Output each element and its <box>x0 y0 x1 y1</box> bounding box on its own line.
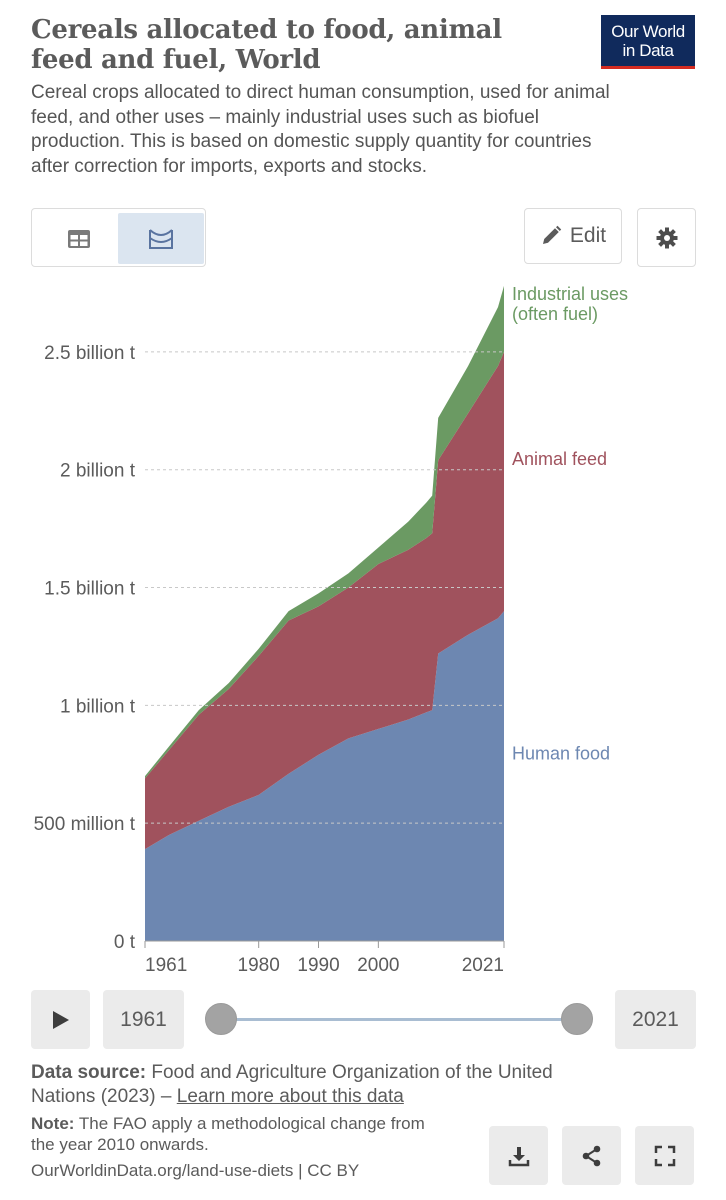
series-label-1: Animal feed <box>512 449 607 469</box>
series-label-0: Human food <box>512 744 610 764</box>
gear-icon <box>656 227 677 248</box>
logo-line-2: in Data <box>622 41 674 60</box>
play-icon <box>52 1010 69 1029</box>
y-tick-label-0: 0 t <box>114 932 136 953</box>
timeline-start-handle[interactable] <box>205 1003 237 1035</box>
tab-chart[interactable] <box>118 213 204 264</box>
pencil-icon <box>542 225 562 244</box>
source-text: Food and Agriculture Organization of the… <box>31 1062 553 1107</box>
view-tabs <box>31 208 206 267</box>
data-source: Data source: Food and Agriculture Organi… <box>31 1061 611 1108</box>
area-series-1 <box>145 351 504 850</box>
area-series-2 <box>145 285 504 779</box>
chart-title: Cereals allocated to food, animal feed a… <box>31 15 502 75</box>
note-text: The FAO apply a methodological change fr… <box>31 1114 425 1154</box>
y-tick-label-3: 1.5 billion t <box>44 579 136 600</box>
x-tick-label-2: 1990 <box>297 955 339 976</box>
owid-logo[interactable]: Our World in Data <box>601 15 695 69</box>
tab-table[interactable] <box>36 213 122 264</box>
edit-button[interactable]: Edit <box>524 208 622 264</box>
chart-subtitle: Cereal crops allocated to direct human c… <box>31 82 610 177</box>
source-label: Data source: <box>31 1062 147 1083</box>
y-tick-label-2: 1 billion t <box>60 696 136 717</box>
area-chart-icon <box>149 228 173 249</box>
x-tick-label-4: 2021 <box>462 955 504 976</box>
table-icon <box>68 229 90 248</box>
y-tick-label-5: 2.5 billion t <box>44 343 136 364</box>
x-tick-label-0: 1961 <box>145 955 187 976</box>
fullscreen-button[interactable] <box>635 1126 694 1185</box>
y-tick-label-1: 500 million t <box>34 814 136 835</box>
share-button[interactable] <box>562 1126 621 1185</box>
note-label: Note: <box>31 1114 75 1133</box>
timeline-end-year[interactable]: 2021 <box>615 990 696 1049</box>
y-tick-label-4: 2 billion t <box>60 461 136 482</box>
x-tick-label-3: 2000 <box>357 955 399 976</box>
timeline-start-year[interactable]: 1961 <box>103 990 184 1049</box>
chart-note: Note: The FAO apply a methodological cha… <box>31 1113 451 1155</box>
download-icon <box>508 1146 529 1166</box>
area-series-0 <box>145 611 504 941</box>
timeline-track[interactable] <box>221 1018 577 1021</box>
site-credit[interactable]: OurWorldinData.org/land-use-diets | CC B… <box>31 1161 360 1180</box>
download-button[interactable] <box>489 1126 548 1185</box>
learn-more-link[interactable]: Learn more about this data <box>176 1085 404 1107</box>
timeline-end-handle[interactable] <box>561 1003 593 1035</box>
edit-label: Edit <box>569 224 607 247</box>
play-button[interactable] <box>31 990 90 1049</box>
settings-button[interactable] <box>637 208 696 267</box>
x-tick-label-1: 1980 <box>238 955 280 976</box>
area-chart: 0 t 500 million t 1 billion t 1.5 billion t… <box>34 284 628 976</box>
logo-line-1: Our World <box>611 22 685 41</box>
share-icon <box>582 1145 600 1166</box>
fullscreen-icon <box>654 1145 675 1166</box>
series-label-2: Industrial uses (often fuel) <box>512 284 628 324</box>
